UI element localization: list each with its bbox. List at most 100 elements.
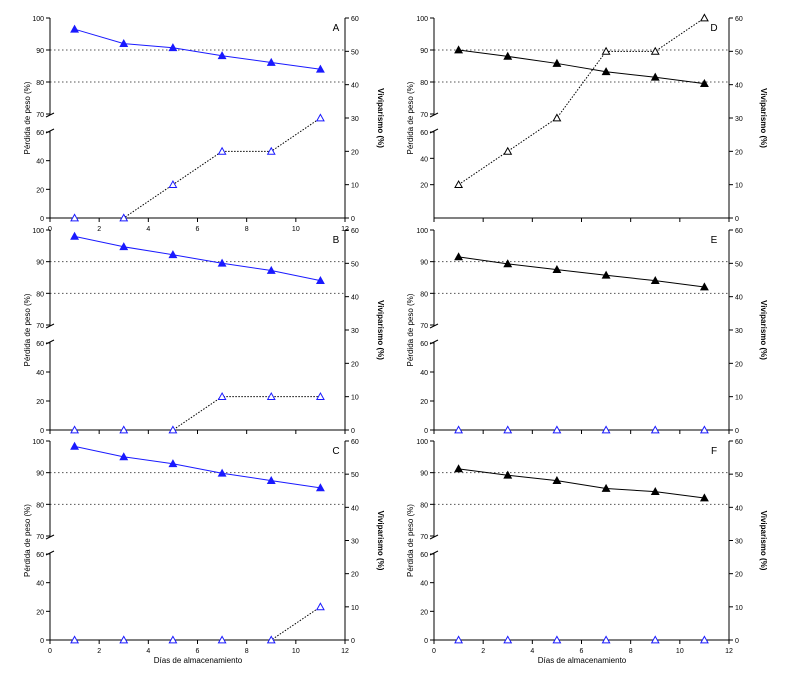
data-point-right (650, 46, 660, 55)
y-left-axis-title: Pérdida de peso (%) (406, 293, 415, 366)
data-point-left (315, 276, 325, 285)
y-right-tick-label: 30 (735, 116, 743, 123)
axis-break-mark (45, 112, 55, 118)
y-left-tick-label: 20 (36, 187, 44, 194)
panel-label: C (332, 446, 339, 457)
y-right-tick-label: 40 (351, 505, 359, 512)
panel-c: 0 20 40 60 70 80 90 100 0 10 20 30 40 50 60 0 2 4 6 8 10 12 Pé… (23, 439, 385, 655)
y-left-tick-label: 60 (420, 552, 428, 559)
x-tick-label: 10 (292, 226, 300, 233)
data-point-left (454, 252, 464, 261)
panel-label: D (710, 23, 717, 34)
y-left-tick-label: 100 (32, 439, 44, 446)
y-right-tick-label: 0 (735, 216, 739, 223)
data-point-left (70, 441, 80, 450)
data-point-left (315, 64, 325, 73)
y-left-tick-label: 90 (36, 48, 44, 55)
data-point-left (217, 51, 227, 60)
panel-f: 0 20 40 60 70 80 90 100 0 10 20 30 40 50 60 0 2 4 6 8 10 12 Pé… (406, 439, 768, 655)
y-left-tick-label: 70 (420, 112, 428, 119)
x-tick-label: 6 (580, 648, 584, 655)
x-axis-title-right: Días de almacenamiento (538, 656, 627, 665)
y-left-tick-label: 60 (36, 130, 44, 137)
data-point-right (601, 46, 611, 55)
data-point-right (315, 602, 325, 611)
data-point-left (601, 67, 611, 76)
y-left-tick-label: 40 (36, 581, 44, 588)
y-left-tick-label: 100 (416, 16, 428, 23)
series-line-left (458, 468, 705, 499)
y-right-tick-label: 20 (735, 149, 743, 156)
y-right-tick-label: 20 (351, 149, 359, 156)
y-right-tick-label: 40 (735, 505, 743, 512)
data-point-right (650, 635, 660, 644)
y-right-tick-label: 50 (735, 49, 743, 56)
y-right-tick-label: 40 (735, 83, 743, 90)
data-point-left (650, 72, 660, 81)
y-right-tick-label: 30 (351, 328, 359, 335)
y-left-axis-title: Pérdida de peso (%) (406, 81, 415, 154)
data-point-right (168, 180, 178, 189)
y-right-tick-label: 40 (351, 83, 359, 90)
data-point-right (454, 180, 464, 189)
y-right-axis-title: Viviparismo (%) (376, 88, 385, 148)
data-point-right (266, 392, 276, 401)
y-right-tick-label: 30 (735, 328, 743, 335)
data-point-right (503, 635, 513, 644)
y-right-tick-label: 0 (735, 638, 739, 645)
y-left-tick-label: 20 (420, 609, 428, 616)
y-left-tick-label: 100 (416, 439, 428, 446)
data-point-right (503, 146, 513, 155)
y-right-axis-title: Viviparismo (%) (759, 300, 768, 360)
x-tick-label: 0 (48, 648, 52, 655)
data-point-right (217, 392, 227, 401)
data-point-right (454, 425, 464, 434)
data-point-right (699, 635, 709, 644)
data-point-left (552, 475, 562, 484)
data-point-right (650, 425, 660, 434)
data-point-left (315, 483, 325, 492)
y-right-tick-label: 30 (735, 539, 743, 546)
y-right-axis-title: Viviparismo (%) (376, 511, 385, 571)
y-left-tick-label: 20 (420, 399, 428, 406)
y-right-tick-label: 50 (735, 261, 743, 268)
data-point-right (266, 635, 276, 644)
y-right-tick-label: 10 (351, 605, 359, 612)
series-line-left (458, 256, 705, 288)
y-right-tick-label: 40 (735, 295, 743, 302)
y-left-tick-label: 80 (36, 502, 44, 509)
x-tick-label: 12 (725, 648, 733, 655)
y-left-tick-label: 70 (420, 534, 428, 541)
y-left-tick-label: 70 (36, 534, 44, 541)
data-point-left (217, 468, 227, 477)
y-right-tick-label: 50 (351, 261, 359, 268)
y-right-axis-title: Viviparismo (%) (376, 300, 385, 360)
data-point-left (454, 45, 464, 54)
data-point-right (168, 635, 178, 644)
data-point-left (119, 242, 129, 251)
data-point-left (168, 459, 178, 468)
x-tick-label: 6 (196, 648, 200, 655)
axis-break-mark (429, 534, 439, 540)
data-point-left (266, 57, 276, 66)
data-point-right (168, 425, 178, 434)
y-right-tick-label: 0 (351, 216, 355, 223)
panel-label: E (711, 235, 718, 246)
y-left-axis-title: Pérdida de peso (%) (23, 504, 32, 577)
y-left-tick-label: 80 (36, 291, 44, 298)
y-left-tick-label: 80 (36, 80, 44, 87)
data-point-right (70, 425, 80, 434)
data-point-right (266, 146, 276, 155)
data-point-left (552, 264, 562, 273)
data-point-left (601, 483, 611, 492)
y-right-tick-label: 60 (351, 228, 359, 235)
y-left-tick-label: 40 (36, 370, 44, 377)
series-line-left (74, 445, 321, 489)
data-point-left (650, 487, 660, 496)
y-right-tick-label: 30 (351, 116, 359, 123)
y-left-tick-label: 40 (420, 370, 428, 377)
y-right-tick-label: 60 (735, 16, 743, 23)
y-left-tick-label: 40 (36, 159, 44, 166)
x-tick-label: 4 (146, 226, 150, 233)
data-point-right (552, 635, 562, 644)
